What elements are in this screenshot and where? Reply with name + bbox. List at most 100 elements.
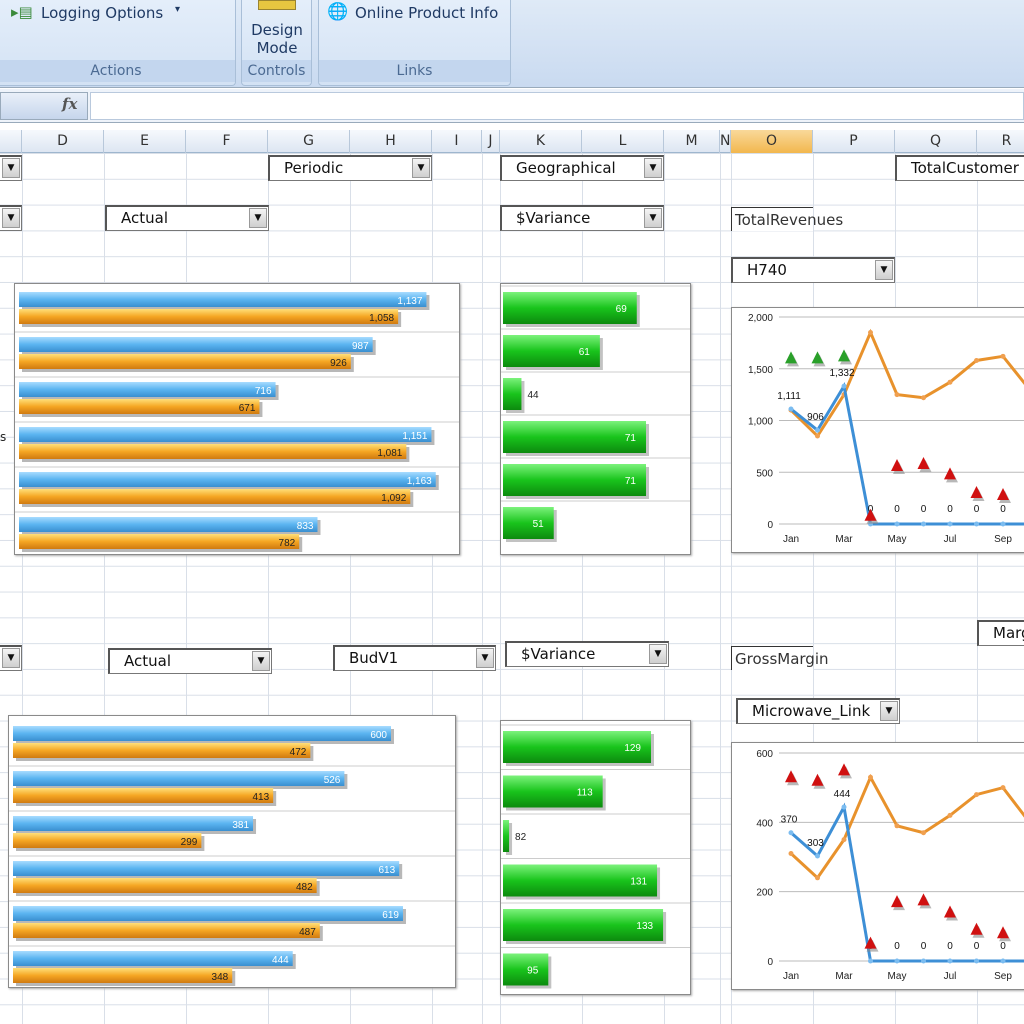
variance-bar-label: 44	[527, 390, 539, 401]
actual-bar-label: 1,092	[381, 493, 406, 504]
forecast-point	[974, 792, 979, 798]
column-header[interactable]: H	[350, 130, 432, 153]
y-tick-label: 2,000	[748, 313, 773, 324]
budget-bar-label: 526	[324, 775, 341, 786]
budget-bar-label: 1,163	[407, 476, 432, 487]
actual-bar-label: 926	[330, 358, 347, 369]
design-mode-button[interactable]: Design Mode	[251, 21, 303, 57]
formula-input[interactable]	[90, 92, 1024, 120]
actual-bar	[13, 968, 233, 983]
down-triangle-icon	[917, 893, 930, 906]
chevron-down-icon[interactable]: ▾	[175, 4, 181, 15]
dropdown-arrow-icon[interactable]: ▼	[249, 208, 267, 228]
budget-bar	[19, 382, 276, 397]
down-triangle-icon	[864, 508, 877, 521]
top-variance-chart[interactable]: 69 61 44 71 71 51	[500, 283, 691, 555]
variance-dropdown-2[interactable]: $Variance ▼	[505, 641, 669, 667]
product-dropdown-2[interactable]: Microwave_Link ▼	[736, 698, 900, 724]
dropdown-arrow-icon[interactable]: ▼	[252, 651, 270, 671]
dropdown-value: $Variance	[516, 209, 591, 227]
actual-point-label: 0	[974, 504, 980, 515]
column-header[interactable]: F	[186, 130, 268, 153]
variance-bar	[503, 507, 554, 539]
up-triangle-icon	[811, 351, 824, 364]
dropdown-arrow-icon[interactable]: ▼	[880, 701, 898, 721]
total-customer-field[interactable]: TotalCustomer	[895, 155, 1024, 181]
actual-bar	[19, 489, 411, 504]
actual-point	[788, 830, 794, 836]
column-header-selected[interactable]: O	[731, 130, 813, 153]
ribbon-group-actions: ▸▤ Logging Options ▾ Actions	[0, 0, 236, 86]
actual-point	[974, 521, 979, 527]
geographical-dropdown[interactable]: Geographical ▼	[500, 155, 664, 181]
budget-bar	[13, 906, 403, 921]
forecast-line	[789, 328, 1024, 439]
column-header[interactable]: N	[720, 130, 731, 153]
actual-dropdown-2[interactable]: Actual ▼	[108, 648, 272, 674]
variance-bar-label: 95	[527, 966, 539, 977]
name-box[interactable]	[0, 92, 88, 120]
variance-bar-label: 69	[616, 304, 628, 315]
dropdown-arrow-icon[interactable]: ▼	[2, 208, 20, 228]
column-header-c[interactable]	[0, 130, 22, 153]
budget-dropdown[interactable]: BudV1 ▼	[333, 645, 496, 671]
periodic-dropdown[interactable]: Periodic ▼	[268, 155, 432, 181]
budget-bar	[13, 861, 400, 876]
column-header[interactable]: R	[977, 130, 1024, 153]
column-header[interactable]: M	[664, 130, 720, 153]
dropdown-arrow-icon[interactable]: ▼	[2, 158, 20, 178]
margin-field[interactable]: Marg	[977, 620, 1024, 646]
design-mode-icon	[258, 0, 296, 10]
dropdown-arrow-icon[interactable]: ▼	[476, 648, 494, 668]
dropdown-arrow-icon[interactable]: ▼	[875, 260, 893, 280]
column-header[interactable]: E	[104, 130, 186, 153]
column-header[interactable]: J	[482, 130, 500, 153]
dropdown-value: $Variance	[521, 645, 596, 663]
variance-dropdown[interactable]: $Variance ▼	[500, 205, 664, 231]
actual-point-label: 0	[947, 504, 953, 515]
budget-bar	[19, 427, 432, 442]
actual-bar-label: 413	[253, 792, 270, 803]
logging-options-icon: ▸▤	[11, 3, 33, 21]
partial-dropdown[interactable]: ▼	[0, 645, 22, 671]
actual-point	[921, 958, 926, 964]
forecast-point	[974, 357, 979, 363]
variance-bar	[503, 775, 603, 808]
budget-bar	[19, 517, 318, 532]
online-product-info-button[interactable]: Online Product Info	[355, 4, 499, 22]
variance-bar-label: 61	[579, 347, 591, 358]
bottom-variance-chart[interactable]: 129 113 82 131 133 95	[500, 720, 691, 995]
x-tick-label: Jan	[783, 971, 799, 982]
logging-options-button[interactable]: Logging Options	[41, 4, 164, 22]
column-header[interactable]: L	[582, 130, 664, 153]
dropdown-arrow-icon[interactable]: ▼	[412, 158, 430, 178]
budget-bar-label: 619	[382, 910, 399, 921]
ribbon-group-controls: Design Mode Controls	[241, 0, 312, 86]
bottom-bar-chart[interactable]: 600 472 526 413 381 299 613 482 619 487 444 348	[8, 715, 456, 988]
top-trend-chart[interactable]: 0 500 1,000 1,500 2,000 Jan Mar May Jul Sep 1,111 9…	[731, 307, 1024, 553]
top-bar-chart[interactable]: 1,137 1,058 987 926 716 671 1,151 1,081 1,163 1,0…	[14, 283, 460, 555]
dropdown-arrow-icon[interactable]: ▼	[644, 158, 662, 178]
budget-bar-label: 833	[297, 521, 314, 532]
down-triangle-icon	[970, 485, 983, 498]
x-tick-label: Sep	[994, 534, 1012, 545]
bottom-trend-chart[interactable]: 0200400600JanMarMayJulSep370303444000000…	[731, 742, 1024, 990]
column-header[interactable]: D	[22, 130, 104, 153]
column-header[interactable]: K	[500, 130, 582, 153]
x-tick-label: Mar	[835, 534, 853, 545]
dropdown-arrow-icon[interactable]: ▼	[649, 644, 667, 664]
column-header[interactable]: I	[432, 130, 482, 153]
fx-icon[interactable]: fx	[62, 95, 78, 113]
forecast-point	[921, 395, 926, 401]
group-label-links: Links	[319, 60, 510, 82]
column-header[interactable]: P	[813, 130, 895, 153]
dropdown-arrow-icon[interactable]: ▼	[644, 208, 662, 228]
forecast-point	[815, 875, 820, 881]
dropdown-arrow-icon[interactable]: ▼	[2, 648, 20, 668]
column-header[interactable]: Q	[895, 130, 977, 153]
partial-dropdown[interactable]: ▼	[0, 155, 22, 181]
actual-dropdown[interactable]: Actual ▼	[105, 205, 269, 231]
product-dropdown[interactable]: H740 ▼	[731, 257, 895, 283]
column-header[interactable]: G	[268, 130, 350, 153]
partial-dropdown[interactable]: ▼	[0, 205, 22, 231]
